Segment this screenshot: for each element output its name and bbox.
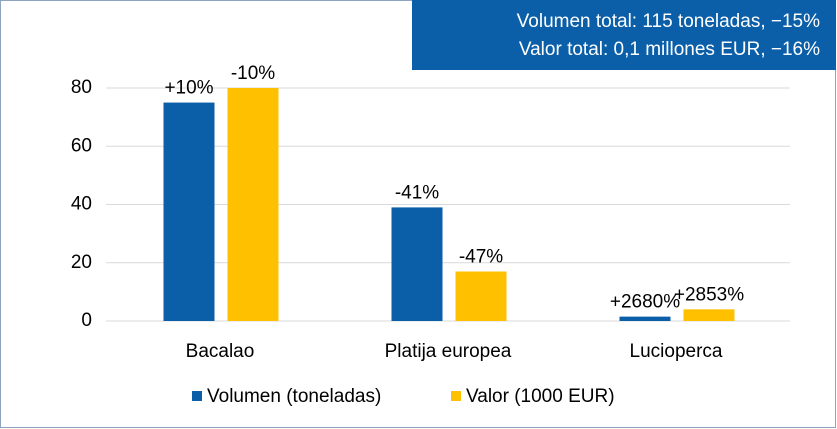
bar [683,309,735,321]
data-label: -47% [459,247,503,268]
y-tick-label: 40 [71,194,92,215]
annotation-box [412,0,836,70]
legend-swatch [192,391,202,401]
data-label: -41% [395,182,439,203]
bar [619,316,671,321]
x-tick-label: Lucioperca [630,341,723,362]
legend-label: Valor (1000 EUR) [466,386,615,407]
data-label: -10% [231,63,275,84]
legend-label: Volumen (toneladas) [207,386,381,407]
y-tick-label: 80 [71,77,92,98]
annotation: Valor total: 0,1 millones EUR, −16% [519,39,820,60]
y-tick-label: 60 [71,135,92,156]
bar [163,102,215,321]
data-label: +2680% [610,292,680,313]
legend-swatch [451,391,461,401]
bar [391,207,443,321]
y-tick-label: 20 [71,252,92,273]
annotation: Volumen total: 115 toneladas, −15% [517,11,820,32]
data-label: +2853% [674,284,744,305]
y-tick-label: 0 [81,310,92,331]
data-label: +10% [164,78,213,99]
bar [227,88,279,321]
bar [455,271,507,321]
x-tick-label: Platija europea [385,341,512,362]
x-tick-label: Bacalao [186,341,255,362]
